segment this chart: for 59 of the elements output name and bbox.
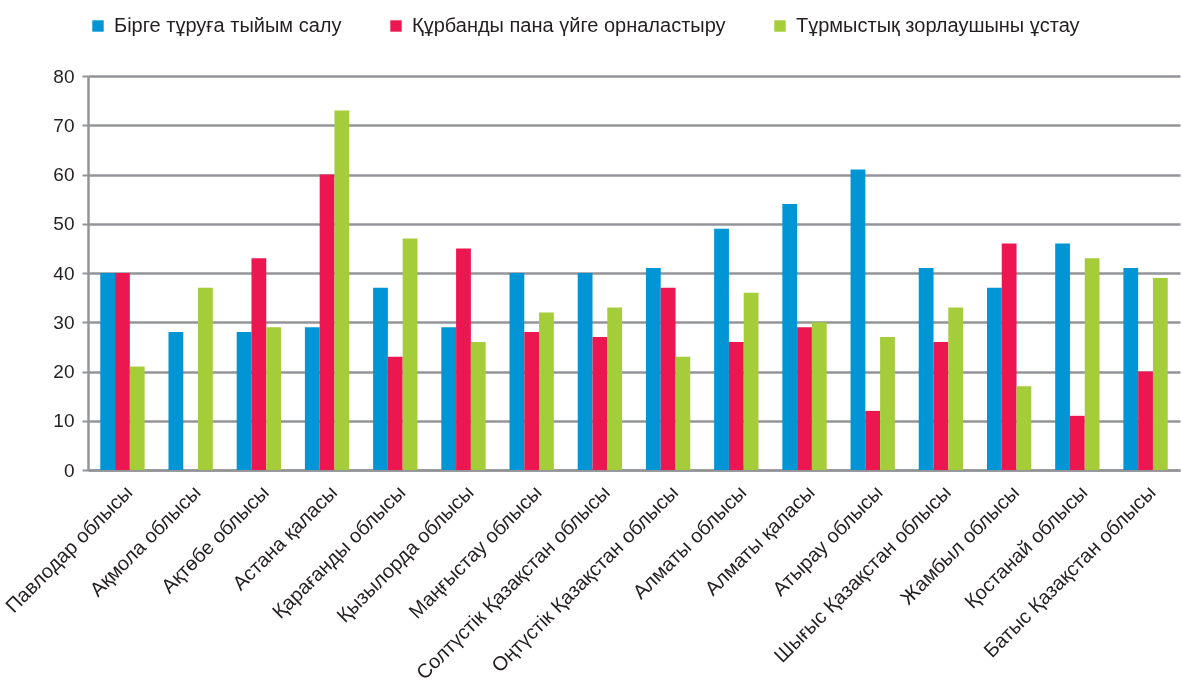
bar (319, 174, 335, 470)
bar (251, 258, 267, 470)
bar (797, 327, 812, 470)
bar (1084, 258, 1100, 470)
bar (1069, 415, 1085, 470)
bar (1123, 268, 1139, 470)
bar (334, 110, 350, 470)
bar (236, 332, 252, 470)
bar (524, 332, 540, 470)
bar (865, 410, 881, 470)
y-tick-label: 20 (53, 361, 75, 382)
legend-label: Тұрмыстық зорлаушыны ұстау (796, 14, 1080, 36)
bar (948, 307, 964, 470)
bar (728, 341, 744, 470)
bar (592, 337, 608, 470)
bar (304, 327, 320, 470)
bar (607, 307, 623, 470)
bar (782, 204, 798, 470)
y-tick-label: 70 (53, 114, 75, 136)
y-tick-label: 0 (63, 459, 75, 481)
bar (714, 228, 729, 470)
bar (402, 238, 418, 470)
bar (675, 356, 691, 470)
bar (811, 322, 827, 470)
legend-label: Бірге тұруға тыйым салу (114, 14, 342, 36)
y-tick-label: 80 (53, 65, 75, 87)
bar (115, 273, 130, 470)
bar (198, 287, 213, 470)
bar (387, 356, 403, 470)
bar (266, 327, 282, 470)
bar (509, 273, 525, 470)
bar (441, 327, 457, 470)
bar (660, 287, 676, 470)
bar (986, 287, 1002, 470)
bar (577, 273, 593, 470)
y-tick-label: 30 (53, 311, 75, 333)
bar (456, 248, 471, 470)
bar (1152, 277, 1168, 470)
bar (880, 337, 895, 470)
bar (470, 341, 486, 470)
bar (100, 273, 116, 470)
bar (743, 292, 759, 470)
legend-label: Құрбанды пана үйге орналастыру (412, 14, 726, 36)
y-tick-label: 50 (53, 213, 75, 235)
y-tick-label: 40 (53, 262, 75, 284)
bar (933, 341, 949, 470)
bar (539, 312, 554, 470)
y-tick-label: 60 (53, 164, 75, 185)
y-tick-label: 10 (53, 410, 75, 432)
bar (373, 287, 388, 470)
bar (645, 268, 661, 470)
bar (918, 268, 934, 470)
bar (129, 366, 145, 470)
bar (168, 332, 184, 470)
bar (850, 169, 866, 470)
bar (1055, 243, 1070, 470)
bar (1138, 371, 1153, 470)
bar (1016, 386, 1032, 470)
bar (1001, 243, 1017, 470)
